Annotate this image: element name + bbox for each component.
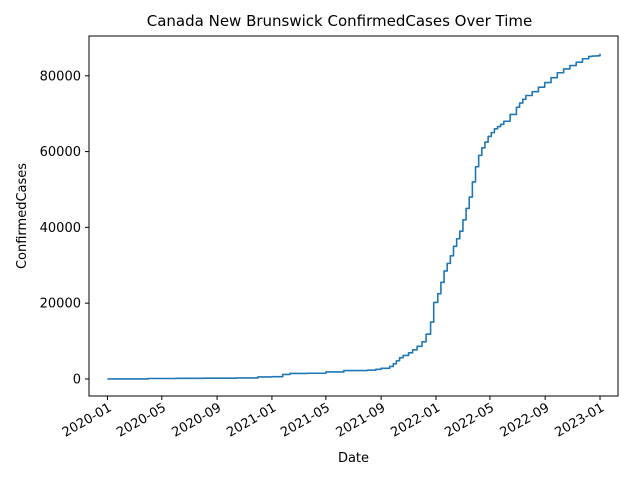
series-line-confirmed-cases [107, 53, 601, 380]
x-tick-label: 2020-09 [170, 400, 225, 440]
chart-title: Canada New Brunswick ConfirmedCases Over… [147, 12, 532, 30]
y-tick-label: 40000 [40, 221, 81, 236]
x-tick-label: 2020-01 [60, 400, 115, 440]
y-tick-label: 80000 [40, 69, 81, 84]
x-axis-title: Date [338, 451, 369, 466]
x-tick-label: 2022-05 [442, 400, 497, 440]
y-tick-label: 0 [73, 372, 81, 387]
y-axis-title: ConfirmedCases [15, 163, 30, 269]
x-tick-label: 2022-01 [388, 400, 443, 440]
x-tick-label: 2021-09 [334, 400, 389, 440]
x-tick-label: 2021-01 [224, 400, 279, 440]
x-tick-label: 2023-01 [552, 400, 607, 440]
plot-frame [88, 35, 619, 397]
x-tick-label: 2020-05 [114, 400, 169, 440]
y-tick-label: 20000 [40, 297, 81, 312]
x-tick-label: 2021-05 [278, 400, 333, 440]
x-tick-label: 2022-09 [498, 400, 553, 440]
y-tick-label: 60000 [40, 145, 81, 160]
